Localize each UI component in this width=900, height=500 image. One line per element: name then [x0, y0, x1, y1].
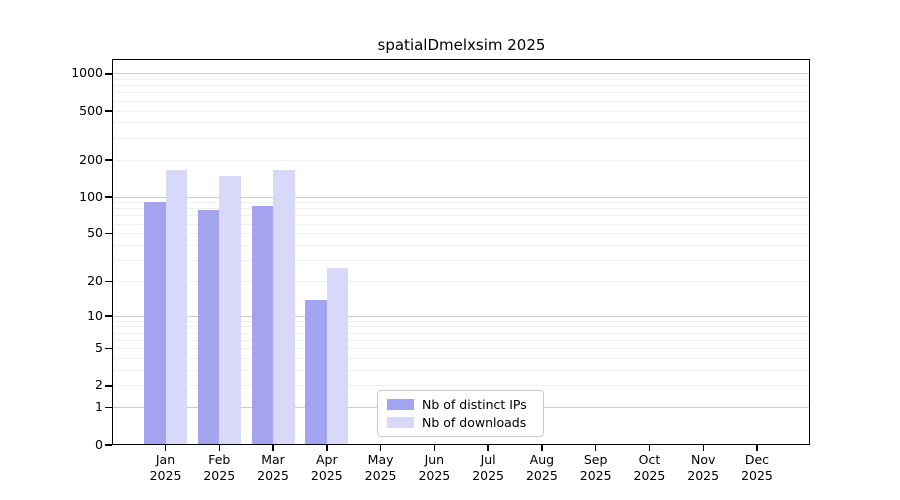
gridline-minor [113, 110, 810, 112]
y-tick [105, 196, 112, 198]
x-tick-label: Nov 2025 [687, 452, 720, 483]
gridline-minor [113, 159, 810, 161]
bar-distinct-ips [144, 202, 166, 445]
y-tick-label: 20 [87, 272, 103, 288]
legend-item-distinct-ips: Nb of distinct IPs [387, 398, 534, 411]
legend: Nb of distinct IPs Nb of downloads [377, 390, 544, 437]
x-tick [379, 445, 382, 451]
x-tick [272, 445, 274, 451]
x-tick-label: Dec 2025 [741, 452, 773, 483]
y-tick [105, 110, 112, 112]
x-tick-label: Mar 2025 [257, 452, 289, 483]
y-tick [105, 73, 112, 75]
x-tick [541, 445, 543, 451]
gridline-minor [113, 320, 810, 322]
gridline-minor [113, 370, 810, 372]
gridline-minor [113, 215, 810, 217]
x-tick [594, 445, 597, 451]
x-tick-label: Jan 2025 [149, 452, 182, 483]
y-tick [105, 348, 112, 350]
gridline-minor [113, 280, 810, 282]
y-tick-label: 1 [95, 399, 103, 415]
gridline-minor [113, 223, 810, 225]
y-tick-label: 200 [79, 151, 103, 167]
gridline-minor [113, 326, 810, 328]
y-tick [105, 385, 112, 387]
y-tick [105, 444, 112, 446]
x-tick [702, 445, 704, 451]
gridline-major [113, 315, 810, 317]
y-tick-label: 1000 [71, 65, 103, 81]
y-tick [105, 315, 112, 317]
x-tick-label: Aug 2025 [525, 452, 558, 483]
x-tick [648, 445, 651, 451]
legend-swatch-distinct-ips [387, 399, 414, 410]
y-tick-label: 5 [95, 340, 103, 356]
legend-swatch-downloads [387, 417, 414, 428]
y-tick-label: 500 [79, 102, 103, 118]
x-tick [164, 445, 167, 451]
x-tick [756, 445, 758, 451]
gridline-minor [113, 339, 810, 341]
x-tick [326, 445, 328, 451]
y-tick-label: 0 [95, 436, 103, 452]
gridline-minor [113, 122, 810, 124]
x-tick-label: Feb 2025 [203, 452, 236, 483]
bar-distinct-ips [305, 299, 327, 445]
gridline-minor [113, 348, 810, 350]
x-tick-label: Apr 2025 [310, 452, 343, 483]
gridline-major [113, 73, 810, 75]
x-tick-label: Sep 2025 [579, 452, 612, 483]
legend-item-downloads: Nb of downloads [387, 416, 534, 429]
x-tick [218, 445, 220, 451]
legend-label: Nb of distinct IPs [422, 397, 527, 412]
gridline-minor [113, 332, 810, 334]
x-tick [433, 445, 436, 451]
bar-downloads [326, 267, 349, 445]
y-tick-label: 2 [95, 377, 103, 393]
gridline-minor [113, 260, 810, 262]
y-tick-label: 100 [79, 188, 103, 204]
y-tick [105, 280, 112, 283]
gridline-minor [113, 92, 810, 94]
y-tick-label: 50 [87, 225, 103, 241]
gridline-major [113, 196, 810, 198]
gridline-minor [113, 100, 810, 102]
gridline-minor [113, 244, 810, 246]
bar-distinct-ips [251, 206, 274, 445]
legend-label: Nb of downloads [422, 415, 527, 430]
x-tick-label: Oct 2025 [633, 452, 666, 483]
plot-frame [112, 59, 810, 445]
bar-distinct-ips [197, 210, 220, 445]
x-tick-label: Jun 2025 [418, 452, 451, 483]
gridline-minor [113, 233, 810, 235]
x-tick-label: Jul 2025 [472, 452, 505, 483]
gridline-minor [113, 137, 810, 139]
bar-downloads [219, 176, 241, 445]
chart-title: spatialDmelxsim 2025 [377, 36, 546, 54]
y-tick [105, 233, 112, 235]
x-tick [487, 445, 489, 451]
x-tick-label: May 2025 [364, 452, 397, 483]
gridline-minor [113, 358, 810, 360]
gridline-minor [113, 79, 810, 80]
gridline-minor [113, 208, 810, 210]
y-tick [105, 407, 112, 409]
gridline-minor [113, 202, 810, 204]
bar-downloads [165, 170, 187, 445]
gridline-minor [113, 85, 810, 87]
y-tick-label: 10 [87, 307, 103, 323]
y-tick [105, 159, 112, 161]
bar-downloads [273, 170, 295, 445]
gridline-minor [113, 385, 810, 387]
